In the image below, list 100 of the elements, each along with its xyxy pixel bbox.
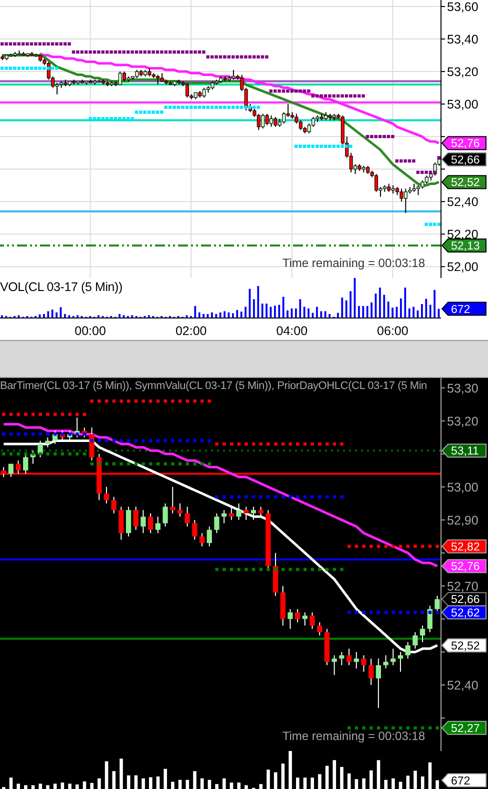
point	[348, 544, 351, 548]
point	[149, 439, 152, 442]
bar	[149, 777, 152, 789]
point	[134, 462, 138, 466]
point	[274, 495, 278, 498]
text: 672	[451, 304, 470, 316]
point	[2, 432, 6, 436]
point	[370, 544, 373, 548]
candlestick	[274, 116, 278, 128]
point	[156, 462, 160, 466]
candlestick	[361, 654, 366, 672]
candlestick	[104, 486, 110, 504]
point	[142, 400, 145, 403]
bar	[325, 766, 329, 789]
point	[31, 412, 35, 416]
bar	[288, 751, 292, 789]
bar	[296, 778, 300, 789]
point	[384, 544, 388, 548]
point	[60, 412, 64, 416]
candlestick	[186, 82, 190, 98]
point	[332, 495, 336, 498]
point	[318, 495, 322, 498]
candlestick	[434, 595, 440, 613]
candlestick	[162, 502, 168, 528]
candlestick	[317, 622, 322, 636]
point	[46, 452, 50, 456]
point	[54, 412, 57, 416]
candlestick	[206, 526, 212, 547]
y-tick-label: 53,40	[447, 32, 478, 46]
point	[120, 462, 123, 466]
point	[171, 462, 174, 466]
point	[200, 439, 204, 442]
point	[98, 439, 101, 442]
data-label: 52,82	[451, 541, 480, 554]
point	[436, 610, 439, 614]
point	[244, 568, 248, 572]
candlestick	[170, 486, 176, 514]
point	[178, 462, 182, 466]
point	[340, 442, 344, 446]
point	[414, 544, 417, 548]
bar	[46, 785, 50, 789]
bar	[244, 785, 248, 789]
candlestick	[310, 612, 315, 630]
point	[178, 439, 182, 442]
point	[120, 439, 123, 442]
point	[112, 439, 116, 442]
data-label: 52,27	[451, 722, 480, 735]
point	[340, 495, 344, 498]
candlestick	[8, 463, 14, 478]
point	[127, 439, 130, 442]
candlestick	[192, 519, 198, 540]
text: 672	[451, 775, 470, 788]
y-tick-label: 53,30	[447, 381, 478, 396]
point	[340, 568, 344, 572]
point	[46, 432, 50, 436]
bar	[340, 766, 344, 789]
candlestick	[383, 654, 388, 669]
line-series	[0, 54, 440, 187]
bar	[428, 762, 432, 789]
point	[193, 439, 196, 442]
ref-line-label: 52,13	[451, 240, 480, 252]
point	[68, 452, 72, 456]
point	[392, 544, 395, 548]
candlestick	[412, 632, 418, 650]
y-tick-label: 52,40	[447, 195, 478, 210]
point	[288, 495, 292, 498]
bar	[303, 778, 307, 789]
chart-title: VOL(CL 03-17 (5 Min))	[0, 280, 122, 294]
y-tick-label: 53,20	[447, 64, 478, 79]
y-tick-label: 52,90	[447, 513, 478, 528]
point	[266, 568, 270, 572]
point	[200, 462, 204, 466]
data-label: 52,76	[451, 561, 480, 574]
candlestick	[184, 506, 190, 528]
data-label: 52,76	[451, 138, 480, 150]
point	[24, 412, 28, 416]
candlestick	[155, 516, 160, 534]
candlestick	[261, 113, 265, 129]
point	[149, 400, 152, 403]
data-label: 52,52	[451, 177, 480, 190]
point	[127, 462, 130, 466]
point	[362, 544, 366, 548]
point	[436, 544, 439, 548]
x-tick-label: 06:00	[377, 324, 408, 338]
bar	[120, 758, 123, 789]
bar	[53, 784, 57, 789]
annotation: Time remaining = 00:03:18	[282, 256, 425, 270]
candlestick	[295, 608, 300, 623]
candlestick	[133, 506, 138, 530]
bar	[259, 784, 263, 789]
point	[98, 400, 101, 403]
bar	[310, 778, 314, 789]
y-tick-label: 53,20	[447, 414, 478, 428]
candlestick	[177, 502, 183, 518]
bar	[370, 770, 373, 789]
point	[24, 452, 28, 456]
point	[215, 568, 218, 572]
point	[134, 439, 138, 442]
candlestick	[282, 112, 286, 124]
candlestick	[140, 510, 146, 534]
